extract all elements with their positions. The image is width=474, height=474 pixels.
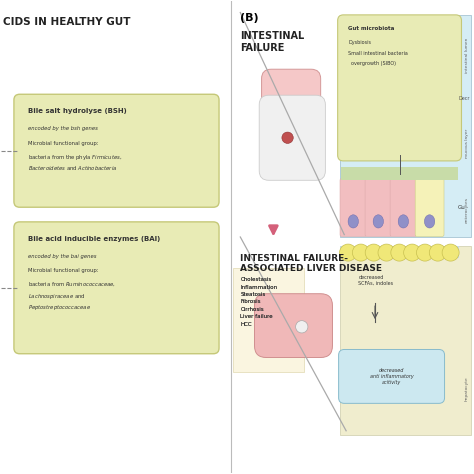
- Text: $\it{Bacteroidetes}$ and $\it{Actinobacteria}$: $\it{Bacteroidetes}$ and $\it{Actinobact…: [28, 164, 118, 172]
- FancyBboxPatch shape: [415, 178, 444, 237]
- Text: encoded by the bsh genes: encoded by the bsh genes: [28, 127, 98, 131]
- FancyBboxPatch shape: [14, 222, 219, 354]
- Circle shape: [429, 244, 447, 261]
- Text: (B): (B): [240, 12, 259, 22]
- FancyBboxPatch shape: [259, 95, 325, 180]
- Text: enterocytes: enterocytes: [465, 197, 469, 223]
- Text: CIDS IN HEALTHY GUT: CIDS IN HEALTHY GUT: [3, 17, 130, 27]
- Text: Bile acid inducible enzymes (BAI): Bile acid inducible enzymes (BAI): [28, 236, 160, 242]
- Text: Microbial functional group:: Microbial functional group:: [28, 268, 99, 273]
- FancyBboxPatch shape: [262, 69, 320, 124]
- Ellipse shape: [424, 215, 435, 228]
- Text: bacteria from $\it{Ruminococcaceae,}$: bacteria from $\it{Ruminococcaceae,}$: [28, 281, 116, 288]
- Circle shape: [391, 244, 408, 261]
- Text: INTESTINAL FAILURE-
ASSOCIATED LIVER DISEASE: INTESTINAL FAILURE- ASSOCIATED LIVER DIS…: [240, 254, 383, 273]
- Ellipse shape: [348, 215, 358, 228]
- FancyBboxPatch shape: [341, 16, 458, 167]
- FancyBboxPatch shape: [339, 15, 471, 237]
- Text: Dysbiosis: Dysbiosis: [348, 40, 371, 46]
- FancyBboxPatch shape: [339, 246, 459, 258]
- Circle shape: [404, 244, 420, 261]
- Ellipse shape: [398, 215, 409, 228]
- Text: Microbial functional group:: Microbial functional group:: [28, 141, 99, 146]
- Text: encoded by the bai genes: encoded by the bai genes: [28, 254, 97, 259]
- FancyBboxPatch shape: [233, 268, 304, 372]
- Text: mucous layer: mucous layer: [465, 129, 469, 158]
- FancyBboxPatch shape: [390, 178, 417, 237]
- Circle shape: [365, 244, 382, 261]
- Circle shape: [442, 244, 459, 261]
- Text: $\it{Lachnospiraceae}$ and: $\it{Lachnospiraceae}$ and: [28, 292, 85, 301]
- Text: bacteria from the phyla $\it{Firmicutes,}$: bacteria from the phyla $\it{Firmicutes,…: [28, 153, 122, 162]
- Text: hepatocyte: hepatocyte: [465, 376, 469, 401]
- Text: Gut microbiota: Gut microbiota: [348, 26, 394, 31]
- Circle shape: [417, 244, 434, 261]
- Text: Decr: Decr: [458, 97, 470, 101]
- Text: Bile salt hydrolyse (BSH): Bile salt hydrolyse (BSH): [28, 109, 127, 114]
- FancyBboxPatch shape: [339, 246, 471, 436]
- Text: Small intestinal bacteria: Small intestinal bacteria: [348, 51, 408, 56]
- Text: $\it{Peptostreptococcaceae}$: $\it{Peptostreptococcaceae}$: [28, 303, 91, 312]
- Text: overgrowth (SIBO): overgrowth (SIBO): [348, 61, 396, 66]
- FancyBboxPatch shape: [337, 15, 462, 161]
- Circle shape: [282, 132, 293, 144]
- Text: Cholestasis
Inflammation
Steatosis
Fibrosis
Cirrhosis
Liver failure
HCC: Cholestasis Inflammation Steatosis Fibro…: [240, 277, 277, 327]
- FancyBboxPatch shape: [341, 167, 458, 180]
- Text: intestinal lumen: intestinal lumen: [465, 37, 469, 73]
- Circle shape: [339, 244, 356, 261]
- Text: Gu: Gu: [458, 205, 465, 210]
- Circle shape: [296, 320, 308, 333]
- Circle shape: [352, 244, 369, 261]
- FancyBboxPatch shape: [255, 294, 332, 357]
- Circle shape: [378, 244, 395, 261]
- FancyBboxPatch shape: [365, 178, 392, 237]
- Text: Cholestasis
Inflammation
Steatosis
Fibrosis
Cirrhosis
Liver failure
HCC: Cholestasis Inflammation Steatosis Fibro…: [240, 277, 277, 327]
- Text: decreased
SCFAs, indoles: decreased SCFAs, indoles: [358, 275, 393, 286]
- Text: decreased
anti inflammatory
acitivity: decreased anti inflammatory acitivity: [370, 368, 413, 385]
- FancyBboxPatch shape: [338, 349, 445, 403]
- Ellipse shape: [373, 215, 383, 228]
- Text: INTESTINAL
FAILURE: INTESTINAL FAILURE: [240, 31, 305, 53]
- FancyBboxPatch shape: [340, 178, 366, 237]
- FancyBboxPatch shape: [14, 94, 219, 207]
